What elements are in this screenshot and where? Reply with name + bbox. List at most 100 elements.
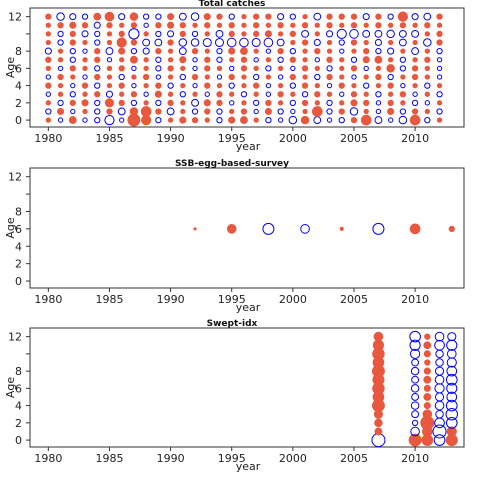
negative-residual-bubble [216, 74, 223, 80]
negative-residual-bubble [142, 13, 150, 20]
negative-residual-bubble [446, 365, 458, 377]
positive-residual-bubble [412, 39, 418, 46]
positive-residual-bubble [180, 82, 186, 89]
negative-residual-bubble [301, 91, 309, 98]
positive-residual-bubble [45, 82, 52, 89]
positive-residual-bubble [387, 22, 394, 28]
positive-residual-bubble [69, 21, 77, 29]
positive-residual-bubble [301, 39, 309, 46]
positive-residual-bubble [57, 73, 64, 81]
positive-residual-bubble [240, 56, 248, 63]
positive-residual-bubble [374, 427, 383, 436]
negative-residual-bubble [411, 410, 420, 419]
positive-residual-bubble [119, 22, 125, 28]
positive-residual-bubble [314, 100, 320, 106]
positive-residual-bubble [350, 13, 358, 20]
positive-residual-bubble [363, 99, 370, 107]
positive-residual-bubble [82, 91, 88, 97]
negative-residual-bubble [326, 82, 333, 89]
x-tick-label: 2000 [279, 452, 307, 465]
positive-residual-bubble [229, 108, 235, 115]
positive-residual-bubble [412, 22, 418, 28]
positive-residual-bubble [302, 108, 308, 115]
negative-residual-bubble [410, 384, 420, 393]
positive-residual-bubble [411, 108, 419, 115]
positive-residual-bubble [290, 39, 296, 46]
negative-residual-bubble [44, 47, 52, 55]
positive-residual-bubble [106, 39, 113, 46]
negative-residual-bubble [436, 57, 443, 63]
positive-residual-bubble [277, 91, 284, 98]
negative-residual-bubble [229, 65, 235, 72]
negative-residual-bubble [349, 29, 359, 39]
positive-residual-bubble [118, 30, 125, 38]
positive-residual-bubble [372, 339, 385, 351]
negative-residual-bubble [69, 13, 77, 21]
positive-residual-bubble [339, 22, 345, 28]
positive-residual-bubble [326, 48, 333, 54]
negative-residual-bubble [265, 91, 272, 97]
positive-residual-bubble [204, 117, 210, 123]
negative-residual-bubble [387, 47, 395, 55]
positive-residual-bubble [423, 393, 432, 401]
negative-residual-bubble [313, 12, 322, 21]
negative-residual-bubble [56, 12, 65, 21]
positive-residual-bubble [94, 56, 101, 63]
negative-residual-bubble [229, 100, 235, 106]
positive-residual-bubble [314, 22, 320, 28]
negative-residual-bubble [409, 330, 421, 343]
positive-residual-bubble [290, 91, 296, 97]
positive-residual-bubble [45, 56, 52, 63]
positive-residual-bubble [241, 22, 247, 28]
positive-residual-bubble [141, 115, 152, 126]
positive-residual-bubble [127, 113, 141, 127]
negative-residual-bubble [446, 357, 457, 368]
positive-residual-bubble [277, 100, 284, 106]
negative-residual-bubble [155, 74, 162, 80]
positive-residual-bubble [409, 114, 421, 126]
negative-residual-bubble [265, 48, 272, 54]
positive-residual-bubble [155, 108, 162, 115]
negative-residual-bubble [375, 100, 382, 106]
negative-residual-bubble [424, 100, 430, 106]
y-tick-label: 6 [15, 382, 22, 395]
negative-residual-bubble [94, 99, 101, 107]
negative-residual-bubble [45, 91, 52, 97]
x-tick-label: 1985 [95, 132, 123, 145]
positive-residual-bubble [436, 39, 443, 46]
panel-title: Swept-idx [207, 319, 258, 329]
positive-residual-bubble [143, 57, 149, 63]
positive-residual-bubble [180, 108, 186, 115]
negative-residual-bubble [363, 65, 369, 72]
negative-residual-bubble [228, 13, 235, 20]
positive-residual-bubble [289, 56, 296, 63]
negative-residual-bubble [290, 65, 296, 72]
negative-residual-bubble [82, 48, 88, 54]
x-tick-label: 1980 [34, 132, 62, 145]
positive-residual-bubble [179, 30, 186, 38]
negative-residual-bubble [446, 382, 458, 394]
negative-residual-bubble [155, 56, 162, 63]
positive-residual-bubble [277, 22, 284, 29]
negative-residual-bubble [262, 222, 275, 235]
positive-residual-bubble [143, 82, 149, 89]
positive-residual-bubble [387, 57, 394, 63]
x-tick-label: 1995 [218, 452, 246, 465]
x-axis-label: year [236, 301, 261, 314]
positive-residual-bubble [106, 31, 113, 37]
positive-residual-bubble [253, 117, 259, 123]
negative-residual-bubble [179, 91, 186, 98]
negative-residual-bubble [399, 65, 407, 72]
positive-residual-bubble [118, 82, 125, 89]
negative-residual-bubble [251, 37, 261, 48]
positive-residual-bubble [423, 384, 431, 392]
positive-residual-bubble [387, 91, 394, 97]
positive-residual-bubble [104, 11, 115, 22]
positive-residual-bubble [45, 39, 52, 46]
positive-residual-bubble [240, 108, 248, 115]
positive-residual-bubble [350, 116, 358, 124]
positive-residual-bubble [363, 47, 370, 55]
positive-residual-bubble [363, 39, 369, 46]
positive-residual-bubble [400, 48, 406, 54]
negative-residual-bubble [446, 339, 458, 351]
